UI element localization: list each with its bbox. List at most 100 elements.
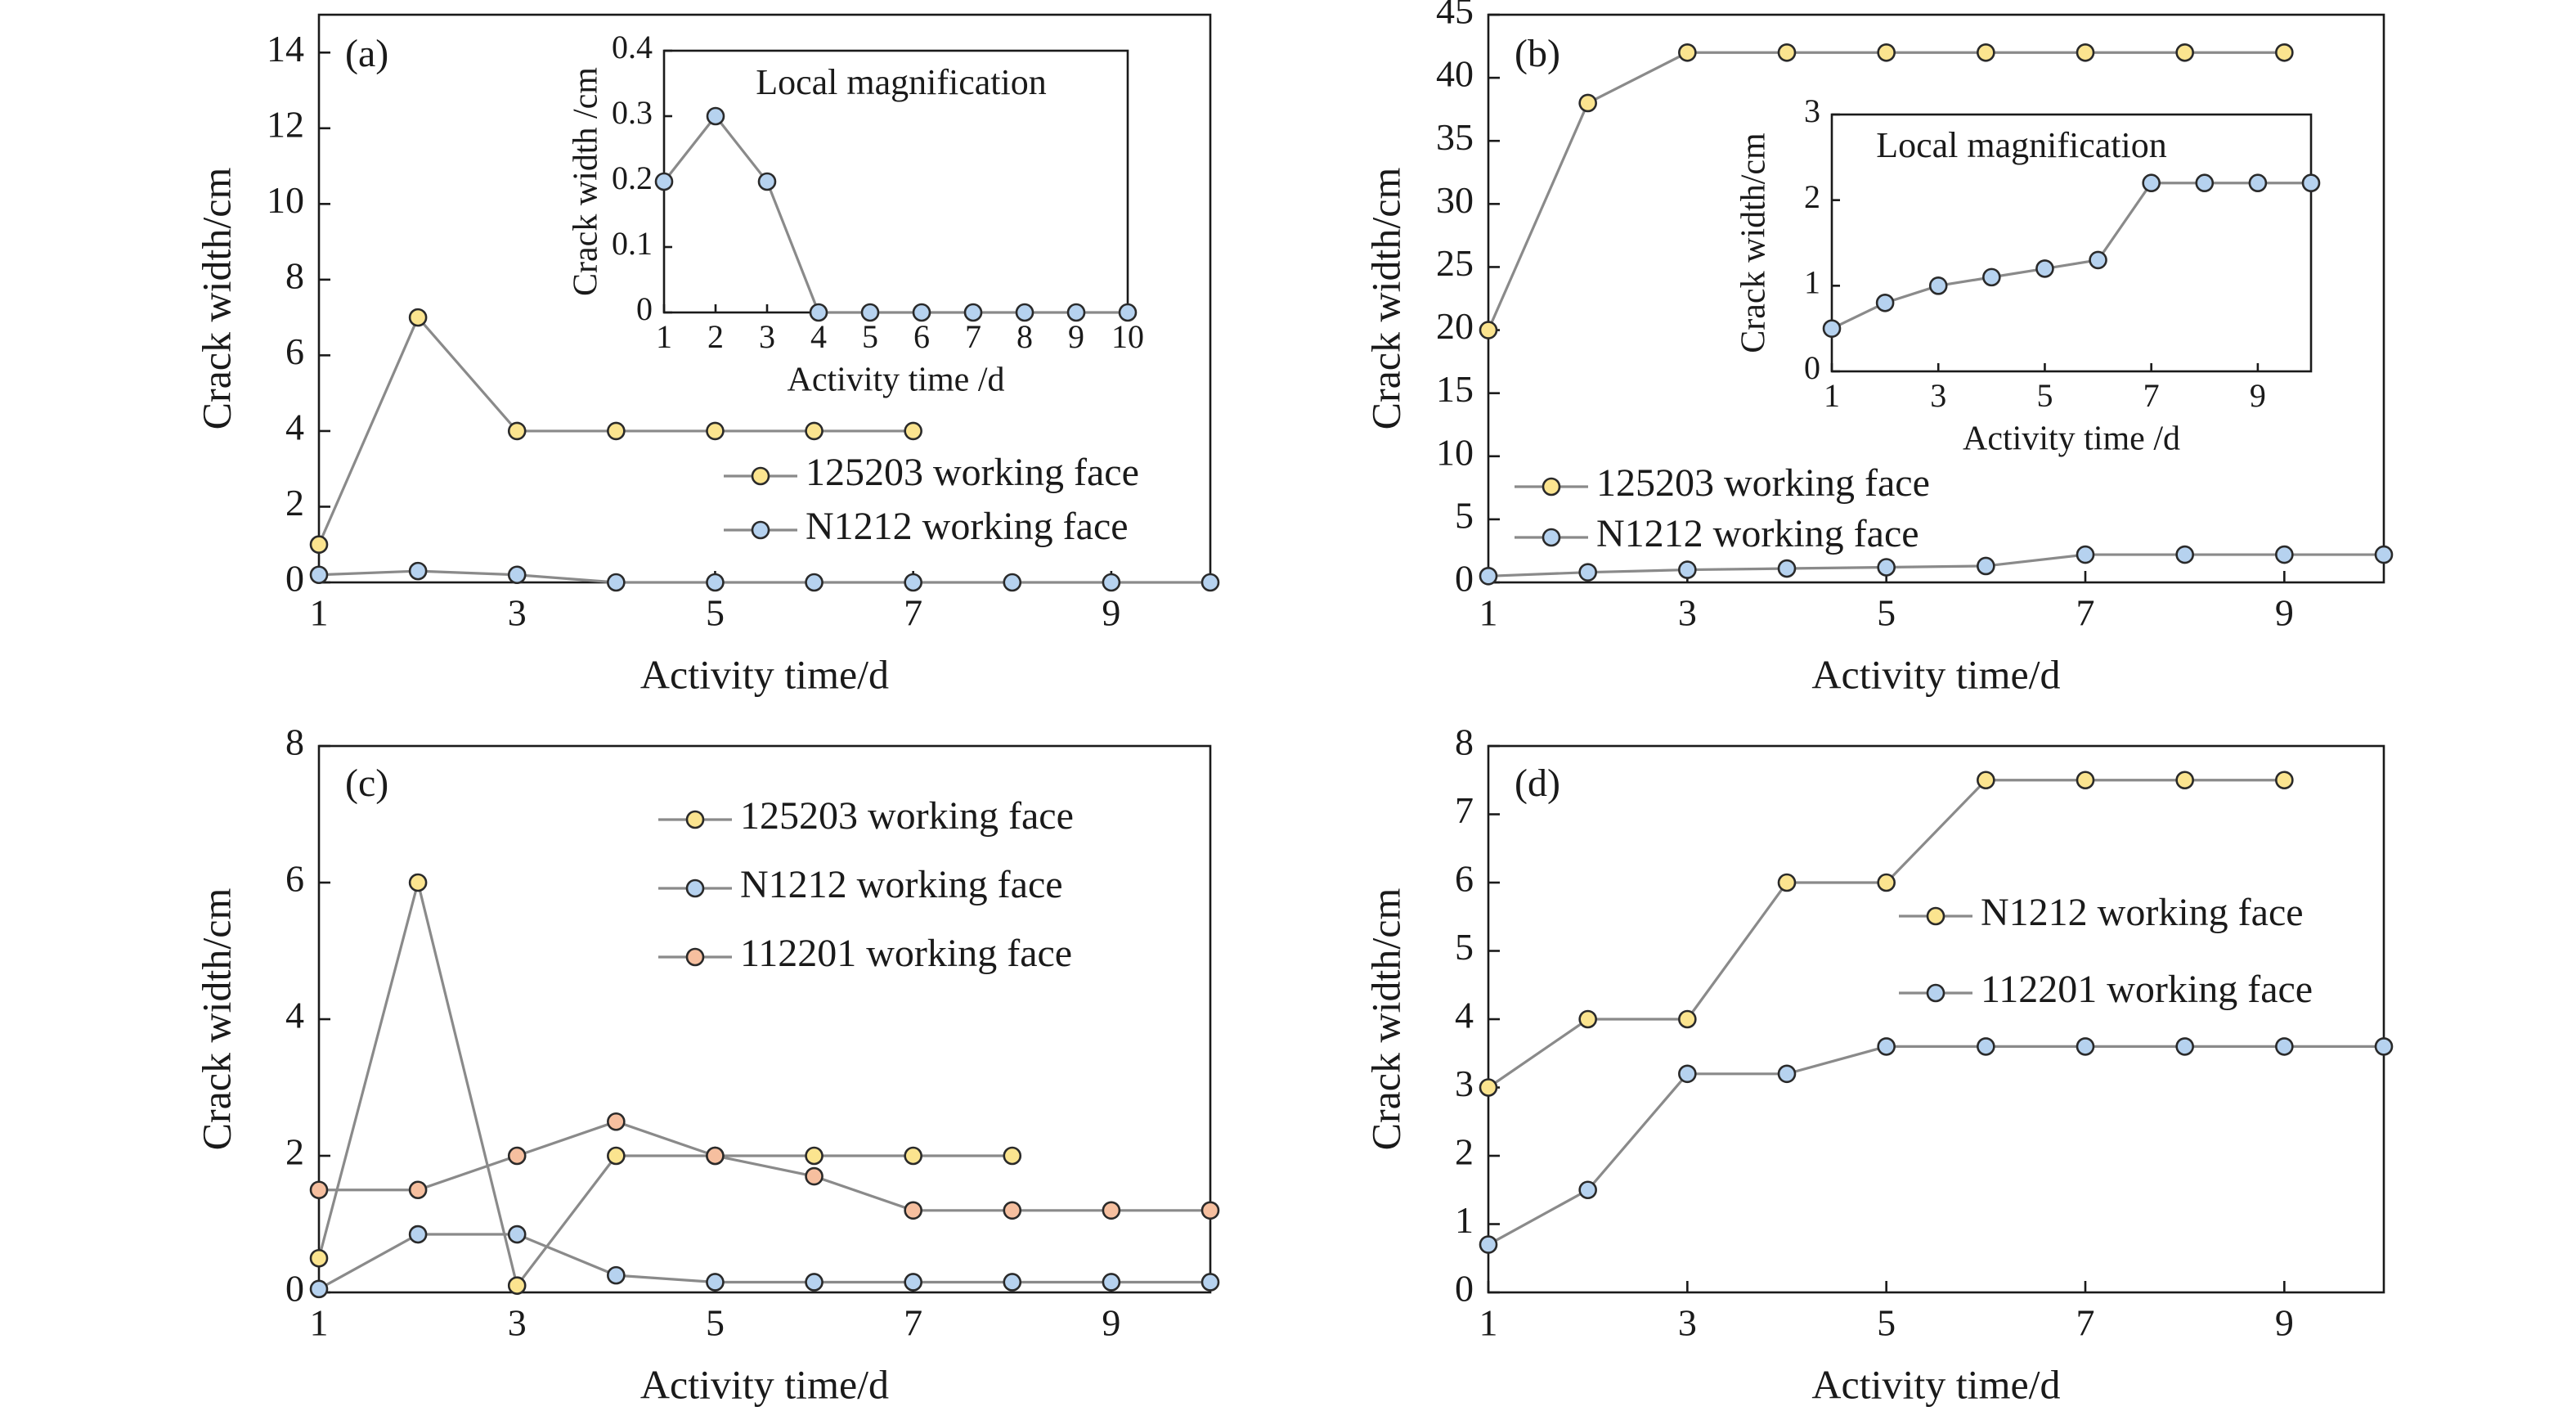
data-point (1877, 558, 1896, 577)
inset-data-point (2035, 259, 2054, 278)
data-point (408, 561, 428, 581)
inset-y-tick-label: 0.2 (612, 160, 653, 196)
data-point (1877, 1037, 1896, 1056)
data-point (1678, 1064, 1697, 1084)
plot-frame (1487, 13, 2385, 584)
series-line-2 (318, 569, 1210, 584)
panel-label: (a) (345, 32, 388, 75)
x-tick-label: 7 (904, 592, 922, 634)
y-tick-label: 45 (1436, 0, 1474, 32)
x-tick-label: 9 (2275, 1302, 2294, 1344)
data-point (2175, 43, 2194, 62)
data-point (1877, 43, 1896, 62)
y-tick-label: 7 (1455, 789, 1474, 831)
inset-y-tick-label: 3 (1804, 92, 1820, 129)
y-axis-label: Crack width/cm (193, 888, 239, 1151)
legend-label: N1212 working face (806, 505, 1129, 548)
data-point (1479, 1078, 1498, 1097)
data-point (408, 1225, 428, 1244)
y-tick-label: 15 (1436, 368, 1474, 410)
legend-marker (1542, 477, 1561, 497)
data-point (408, 1180, 428, 1200)
x-tick-label: 1 (310, 592, 329, 634)
inset-x-tick-label: 7 (965, 318, 981, 355)
y-tick-label: 5 (1455, 926, 1474, 968)
inset-x-tick-label: 3 (759, 318, 775, 355)
data-point (1003, 1201, 1022, 1220)
y-tick-label: 0 (285, 1268, 304, 1310)
panel-label: (b) (1515, 32, 1560, 75)
data-point (408, 873, 428, 892)
data-point (1977, 43, 1995, 62)
data-point (309, 565, 329, 585)
inset-y-tick-label: 0 (636, 290, 653, 327)
data-point (904, 573, 922, 592)
inset-x-tick-label: 4 (810, 318, 827, 355)
x-tick-label: 7 (2076, 1302, 2095, 1344)
data-point (1777, 1064, 1797, 1084)
y-tick-label: 4 (285, 995, 304, 1036)
legend-marker (685, 879, 705, 898)
data-point (607, 421, 626, 441)
inset-y-tick-label: 0.1 (612, 225, 653, 262)
legend-marker (751, 466, 770, 486)
y-tick-label: 10 (1436, 431, 1474, 473)
y-tick-label: 1 (1455, 1199, 1474, 1241)
data-point (309, 1279, 329, 1299)
x-tick-label: 1 (1479, 592, 1498, 634)
data-point (309, 1248, 329, 1268)
inset-y-tick-label: 1 (1804, 264, 1820, 301)
inset-data-point (654, 172, 674, 191)
series-line-1 (1487, 51, 2285, 331)
x-tick-label: 3 (1678, 1302, 1697, 1344)
data-point (408, 308, 428, 327)
x-tick-label: 3 (508, 592, 527, 634)
y-tick-label: 12 (267, 103, 304, 145)
data-point (607, 1265, 626, 1285)
inset-data-point (860, 303, 880, 322)
y-tick-label: 2 (285, 1131, 304, 1173)
y-tick-label: 8 (1455, 721, 1474, 763)
legend-marker (1542, 528, 1561, 547)
inset-data-point (706, 106, 725, 126)
inset-y-tick-label: 2 (1804, 178, 1820, 215)
data-point (1102, 1201, 1121, 1220)
x-axis-label: Activity time/d (640, 1361, 889, 1407)
legend-marker (751, 520, 770, 540)
y-tick-label: 35 (1436, 116, 1474, 158)
data-point (1777, 559, 1797, 578)
data-point (1102, 573, 1121, 592)
x-tick-label: 3 (508, 1302, 527, 1344)
inset-x-tick-label: 3 (1930, 377, 1946, 414)
legend-marker (1926, 983, 1945, 1003)
inset-x-axis-label: Activity time /d (788, 362, 1005, 399)
data-point (1977, 1037, 1995, 1056)
inset-series-line (662, 114, 1128, 314)
y-axis-label: Crack width/cm (1362, 168, 1408, 430)
inset-y-tick-label: 0 (1804, 349, 1820, 386)
inset-x-tick-label: 10 (1111, 318, 1144, 355)
inset-data-point (1928, 276, 1948, 295)
y-tick-label: 5 (1455, 494, 1474, 536)
legend-marker (1926, 906, 1945, 926)
data-point (2076, 545, 2095, 564)
data-point (1777, 873, 1797, 892)
x-tick-label: 7 (904, 1302, 922, 1344)
inset-data-point (2142, 173, 2161, 193)
data-point (1479, 321, 1498, 339)
inset-x-tick-label: 2 (707, 318, 724, 355)
data-point (1003, 1146, 1022, 1166)
data-point (607, 1146, 626, 1166)
data-point (904, 1273, 922, 1292)
data-point (2374, 1037, 2394, 1056)
data-point (1678, 43, 1697, 62)
data-point (1877, 873, 1896, 892)
inset-x-tick-label: 6 (913, 318, 930, 355)
data-point (1200, 1201, 1220, 1220)
inset-x-tick-label: 7 (2143, 377, 2160, 414)
inset-data-point (757, 172, 777, 191)
series-line-2 (1488, 1045, 2384, 1246)
